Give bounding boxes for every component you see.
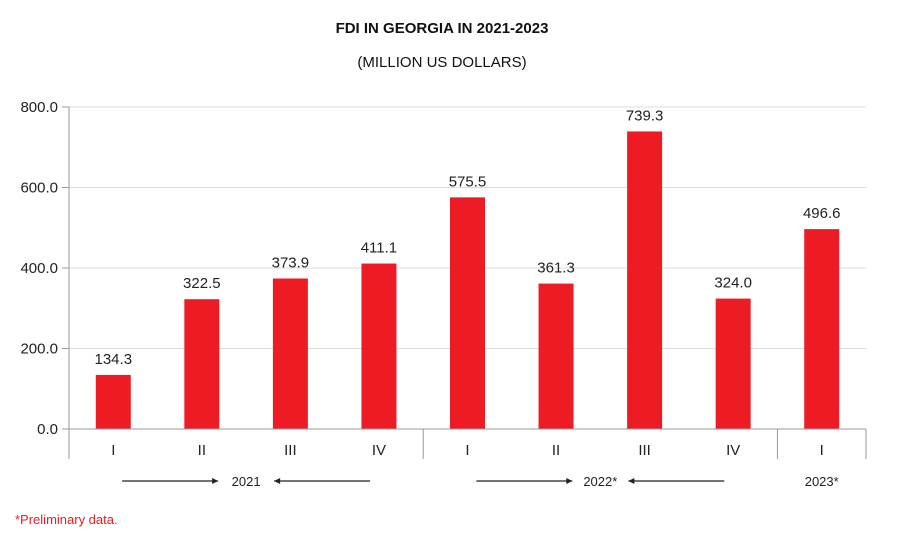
x-tick-label: IV	[726, 442, 740, 459]
x-tick-label: III	[284, 442, 297, 459]
data-label: 496.6	[803, 205, 841, 222]
bar	[715, 298, 751, 429]
y-tick-label: 0.0	[37, 421, 58, 438]
x-axis: I II III IV I II III IV I	[68, 428, 867, 459]
x-tick-label: III	[638, 442, 651, 459]
year-groups: 2021 2022* 2023*	[122, 474, 839, 489]
y-tick-label: 400.0	[20, 260, 58, 277]
arrow-head	[628, 478, 635, 484]
bars: 134.3 322.5 373.9 411.1 575.5 361.3 739.3 324.0…	[95, 107, 841, 429]
x-tick-label: II	[198, 442, 206, 459]
data-label: 411.1	[361, 240, 397, 257]
arrow-head	[274, 478, 281, 484]
data-label: 361.3	[537, 260, 575, 277]
y-tick-label: 200.0	[20, 341, 58, 358]
year-group-label: 2023*	[805, 474, 839, 489]
bar	[450, 197, 485, 429]
x-tick-label: I	[465, 442, 469, 459]
chart-title: FDI IN GEORGIA IN 2021-2023	[336, 20, 549, 37]
y-tick-label: 600.0	[20, 180, 58, 197]
bar	[361, 263, 397, 429]
x-tick-label: I	[111, 442, 115, 459]
footnote: *Preliminary data.	[15, 512, 118, 527]
y-axis: 0.0 200.0 400.0 600.0 800.0	[20, 99, 70, 438]
data-label: 322.5	[183, 275, 221, 292]
arrow-head	[212, 478, 219, 484]
arrow-head	[566, 478, 573, 484]
bar	[95, 374, 131, 429]
data-label: 575.5	[449, 173, 487, 190]
year-group-label: 2021	[232, 474, 261, 489]
year-group-label: 2022*	[583, 474, 617, 489]
bar	[184, 299, 220, 429]
data-label: 134.3	[95, 351, 133, 368]
data-label: 739.3	[626, 107, 664, 124]
chart-subtitle: (MILLION US DOLLARS)	[357, 54, 526, 71]
bar	[804, 229, 840, 429]
x-tick-label: II	[552, 442, 560, 459]
y-tick-label: 800.0	[20, 99, 58, 116]
data-label: 373.9	[272, 255, 310, 272]
bar	[538, 283, 574, 429]
x-tick-label: IV	[372, 442, 386, 459]
x-tick-label: I	[820, 442, 824, 459]
data-label: 324.0	[714, 275, 752, 292]
bar	[272, 278, 308, 429]
bar	[627, 131, 663, 429]
